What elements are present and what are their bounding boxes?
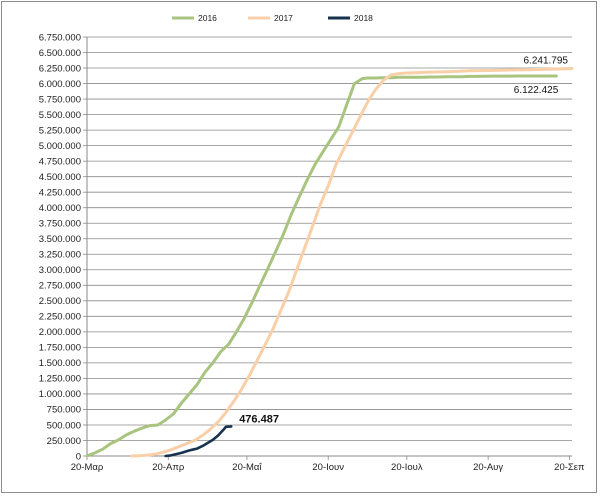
y-tick-label: 250.000	[47, 436, 81, 447]
y-tick-label: 3.750.000	[39, 219, 81, 230]
y-tick-label: 4.750.000	[39, 156, 81, 167]
y-tick-label: 6.500.000	[39, 48, 81, 59]
data-label-2016: 6.122.425	[514, 85, 559, 96]
legend: 2016 2017 2018	[172, 13, 373, 23]
series-line-2016	[85, 74, 558, 458]
y-tick-label: 5.000.000	[39, 141, 81, 152]
series-layer	[85, 67, 574, 458]
y-tick-label: 6.000.000	[39, 79, 81, 90]
y-tick-label: 3.000.000	[39, 265, 81, 276]
x-tick-label: 20-Ιουν	[312, 462, 344, 473]
y-tick-label: 500.000	[47, 420, 81, 431]
x-tick-label: 20-Μαΐ	[232, 462, 262, 473]
y-tick-label: 1.000.000	[39, 389, 81, 400]
axes	[86, 37, 572, 457]
series-line-2018	[164, 425, 233, 458]
x-tick-label: 20-Απρ	[152, 462, 185, 473]
y-tick-label: 5.750.000	[39, 94, 81, 105]
y-tick-label: 4.000.000	[39, 203, 81, 214]
x-tick-label: 20-Ιουλ	[391, 462, 423, 473]
y-tick-label: 2.500.000	[39, 296, 81, 307]
y-axis-ticks: 0 250.000 500.000 750.000 1.000.000 1.250.000…	[39, 32, 87, 462]
x-tick-label: 20-Αυγ	[473, 462, 503, 473]
y-tick-label: 6.250.000	[39, 63, 81, 74]
y-tick-label: 4.250.000	[39, 187, 81, 198]
y-tick-label: 1.750.000	[39, 343, 81, 354]
y-tick-label: 5.250.000	[39, 125, 81, 136]
grid	[87, 36, 572, 441]
x-tick-label: 20-Σεπ	[554, 462, 585, 473]
y-tick-label: 1.250.000	[39, 374, 81, 385]
y-tick-label: 2.250.000	[39, 312, 81, 323]
legend-label-2018: 2018	[354, 13, 373, 23]
legend-label-2017: 2017	[274, 13, 293, 23]
x-tick-label: 20-Μαρ	[71, 462, 104, 473]
series-line-2017	[130, 67, 574, 458]
legend-label-2016: 2016	[198, 13, 217, 23]
y-tick-label: 5.500.000	[39, 110, 81, 121]
y-tick-label: 2.750.000	[39, 281, 81, 292]
x-axis-ticks: 20-Μαρ 20-Απρ 20-Μαΐ 20-Ιουν 20-Ιουλ 20-Αυγ 20…	[71, 456, 585, 473]
annotations: 6.241.795 6.122.425 476.487	[239, 56, 568, 426]
data-label-2017: 6.241.795	[524, 56, 569, 67]
data-label-2018: 476.487	[239, 413, 279, 425]
y-tick-label: 1.500.000	[39, 358, 81, 369]
y-tick-label: 2.000.000	[39, 327, 81, 338]
y-tick-label: 3.500.000	[39, 234, 81, 245]
y-tick-label: 0	[76, 451, 81, 462]
y-tick-label: 6.750.000	[39, 32, 81, 43]
y-tick-label: 3.250.000	[39, 250, 81, 261]
y-tick-label: 750.000	[47, 405, 81, 416]
y-tick-label: 4.500.000	[39, 172, 81, 183]
